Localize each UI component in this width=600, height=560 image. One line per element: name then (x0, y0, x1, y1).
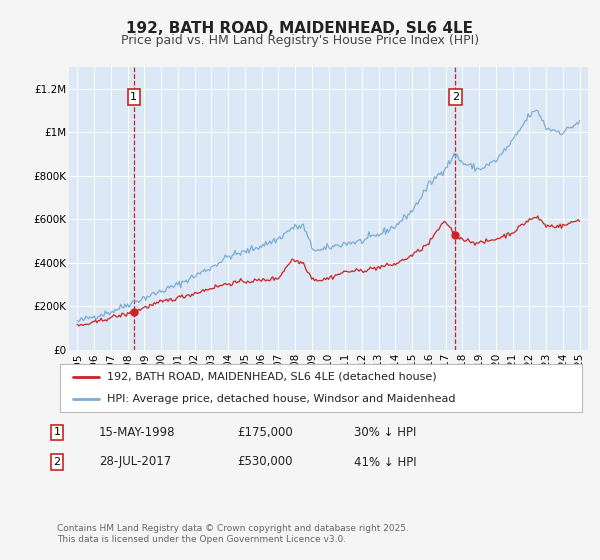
Text: 41% ↓ HPI: 41% ↓ HPI (354, 455, 416, 469)
Text: Price paid vs. HM Land Registry's House Price Index (HPI): Price paid vs. HM Land Registry's House … (121, 34, 479, 46)
Text: 2: 2 (452, 92, 459, 102)
Text: £175,000: £175,000 (237, 426, 293, 439)
Text: 1: 1 (53, 427, 61, 437)
Text: 15-MAY-1998: 15-MAY-1998 (99, 426, 176, 439)
Text: 2: 2 (53, 457, 61, 467)
Text: 192, BATH ROAD, MAIDENHEAD, SL6 4LE: 192, BATH ROAD, MAIDENHEAD, SL6 4LE (127, 21, 473, 36)
Text: HPI: Average price, detached house, Windsor and Maidenhead: HPI: Average price, detached house, Wind… (107, 394, 455, 404)
Text: 30% ↓ HPI: 30% ↓ HPI (354, 426, 416, 439)
Text: £530,000: £530,000 (237, 455, 293, 469)
Text: 1: 1 (130, 92, 137, 102)
Text: 28-JUL-2017: 28-JUL-2017 (99, 455, 171, 469)
Text: 192, BATH ROAD, MAIDENHEAD, SL6 4LE (detached house): 192, BATH ROAD, MAIDENHEAD, SL6 4LE (det… (107, 372, 437, 382)
Text: Contains HM Land Registry data © Crown copyright and database right 2025.
This d: Contains HM Land Registry data © Crown c… (57, 524, 409, 544)
